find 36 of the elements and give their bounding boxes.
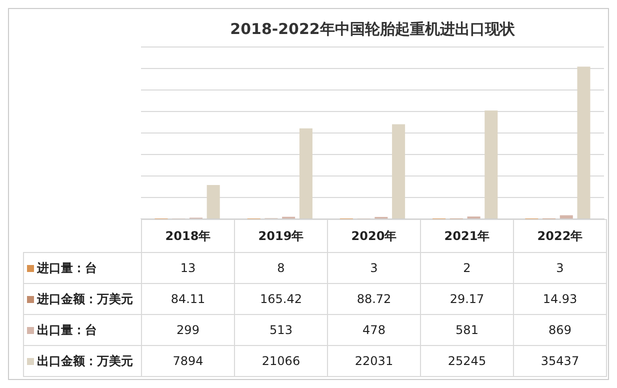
data-label: 88.72 xyxy=(328,284,420,314)
data-label: 513 xyxy=(234,314,328,346)
legend-label: 出口量：台 xyxy=(37,322,97,336)
bar xyxy=(484,110,498,218)
data-label: 7894 xyxy=(142,346,234,376)
legend-label: 出口金额：万美元 xyxy=(37,354,133,368)
data-label: 35437 xyxy=(514,346,606,376)
legend-label: 进口量：台 xyxy=(37,260,97,274)
bar xyxy=(299,128,312,218)
data-label: 299 xyxy=(142,314,234,346)
x-tick-label: 2018年 xyxy=(142,220,234,252)
data-label: 14.93 xyxy=(514,284,606,314)
data-label: 13 xyxy=(142,252,234,284)
x-tick-label: 2021年 xyxy=(420,220,514,252)
data-label: 22031 xyxy=(328,346,420,376)
data-label: 3 xyxy=(514,252,606,284)
bar xyxy=(560,215,573,218)
data-label: 25245 xyxy=(420,346,514,376)
chart-title: 2018-2022年中国轮胎起重机进出口现状 xyxy=(230,20,516,38)
legend-label: 进口金额：万美元 xyxy=(37,292,133,306)
data-label: 869 xyxy=(514,314,606,346)
data-label: 3 xyxy=(328,252,420,284)
data-label: 478 xyxy=(328,314,420,346)
data-label: 8 xyxy=(234,252,328,284)
data-label: 165.42 xyxy=(234,284,328,314)
bar xyxy=(577,66,590,218)
bar xyxy=(206,185,220,218)
data-label: 84.11 xyxy=(142,284,234,314)
x-tick-label: 2022年 xyxy=(514,220,606,252)
bar xyxy=(392,124,406,218)
data-label: 2 xyxy=(420,252,514,284)
data-label: 29.17 xyxy=(420,284,514,314)
data-label: 581 xyxy=(420,314,514,346)
x-tick-label: 2019年 xyxy=(234,220,328,252)
x-tick-label: 2020年 xyxy=(328,220,420,252)
data-label: 21066 xyxy=(234,346,328,376)
